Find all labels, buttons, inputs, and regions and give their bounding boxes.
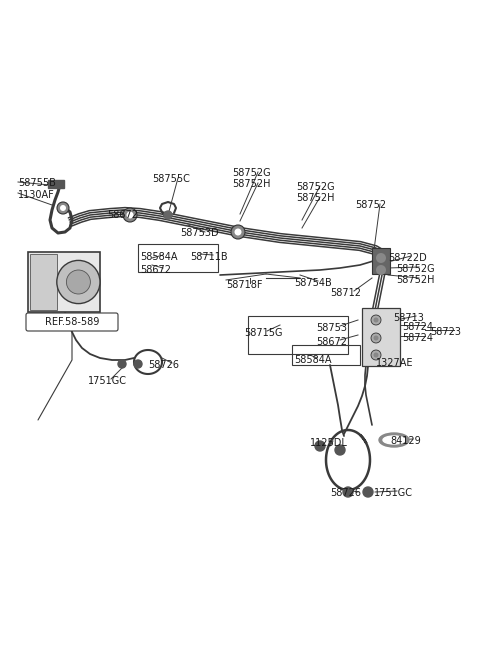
Text: 1751GC: 1751GC bbox=[374, 488, 413, 498]
Circle shape bbox=[231, 225, 245, 239]
Text: 1751GC: 1751GC bbox=[88, 376, 127, 386]
Circle shape bbox=[376, 265, 386, 275]
Text: 1327AE: 1327AE bbox=[376, 358, 413, 368]
Text: 58726: 58726 bbox=[330, 488, 361, 498]
Text: 58723: 58723 bbox=[430, 327, 461, 337]
Ellipse shape bbox=[379, 433, 409, 447]
Text: 58754B: 58754B bbox=[294, 278, 332, 288]
Text: 1125DL: 1125DL bbox=[310, 438, 348, 448]
Circle shape bbox=[343, 487, 353, 497]
Text: 58672: 58672 bbox=[140, 265, 171, 275]
Circle shape bbox=[335, 445, 345, 455]
Bar bbox=[362, 308, 400, 366]
Circle shape bbox=[371, 333, 381, 343]
Text: 58584A: 58584A bbox=[294, 355, 332, 365]
Circle shape bbox=[363, 487, 373, 497]
Circle shape bbox=[118, 360, 126, 368]
Circle shape bbox=[164, 211, 172, 219]
Circle shape bbox=[376, 253, 386, 263]
Circle shape bbox=[371, 350, 381, 360]
Text: 58672: 58672 bbox=[107, 210, 138, 220]
Text: 58755B: 58755B bbox=[18, 178, 56, 188]
Text: 58755C: 58755C bbox=[152, 174, 190, 184]
Text: 84129: 84129 bbox=[390, 436, 421, 446]
Circle shape bbox=[373, 335, 379, 341]
Bar bbox=[48, 180, 64, 188]
Circle shape bbox=[315, 441, 325, 451]
Text: 58752H: 58752H bbox=[232, 179, 271, 189]
Bar bbox=[248, 316, 348, 354]
Circle shape bbox=[57, 261, 100, 304]
Circle shape bbox=[127, 212, 133, 219]
Text: 58715G: 58715G bbox=[244, 328, 283, 338]
Circle shape bbox=[134, 360, 142, 368]
Text: 58672: 58672 bbox=[316, 337, 347, 347]
Text: 58584A: 58584A bbox=[140, 252, 178, 262]
Text: 58711B: 58711B bbox=[190, 252, 228, 262]
Text: REF.58-589: REF.58-589 bbox=[45, 317, 99, 327]
Circle shape bbox=[60, 205, 66, 211]
Circle shape bbox=[235, 229, 241, 236]
Ellipse shape bbox=[383, 436, 405, 444]
Text: 58718F: 58718F bbox=[226, 280, 263, 290]
Bar bbox=[28, 252, 100, 312]
Text: 1130AF: 1130AF bbox=[18, 190, 55, 200]
Circle shape bbox=[57, 202, 69, 214]
Bar bbox=[372, 248, 390, 274]
Circle shape bbox=[373, 318, 379, 322]
Text: 58713: 58713 bbox=[393, 313, 424, 323]
Bar bbox=[138, 244, 218, 272]
Text: 58752G: 58752G bbox=[232, 168, 271, 178]
Circle shape bbox=[66, 270, 90, 294]
Circle shape bbox=[371, 315, 381, 325]
Text: 58752G: 58752G bbox=[296, 182, 335, 192]
Text: 58724: 58724 bbox=[402, 322, 433, 332]
FancyBboxPatch shape bbox=[26, 313, 118, 331]
Text: 58724: 58724 bbox=[402, 333, 433, 343]
Circle shape bbox=[123, 208, 137, 222]
Bar bbox=[292, 345, 360, 365]
Text: 58752G: 58752G bbox=[396, 264, 434, 274]
Text: 58753: 58753 bbox=[316, 323, 347, 333]
Text: 58752H: 58752H bbox=[396, 275, 434, 285]
Text: 58722D: 58722D bbox=[388, 253, 427, 263]
Text: 58752: 58752 bbox=[355, 200, 386, 210]
Text: 58712: 58712 bbox=[330, 288, 361, 298]
Text: 58726: 58726 bbox=[148, 360, 179, 370]
Circle shape bbox=[373, 352, 379, 358]
Text: 58753D: 58753D bbox=[180, 228, 218, 238]
Bar bbox=[30, 254, 58, 310]
Text: 58752H: 58752H bbox=[296, 193, 335, 203]
